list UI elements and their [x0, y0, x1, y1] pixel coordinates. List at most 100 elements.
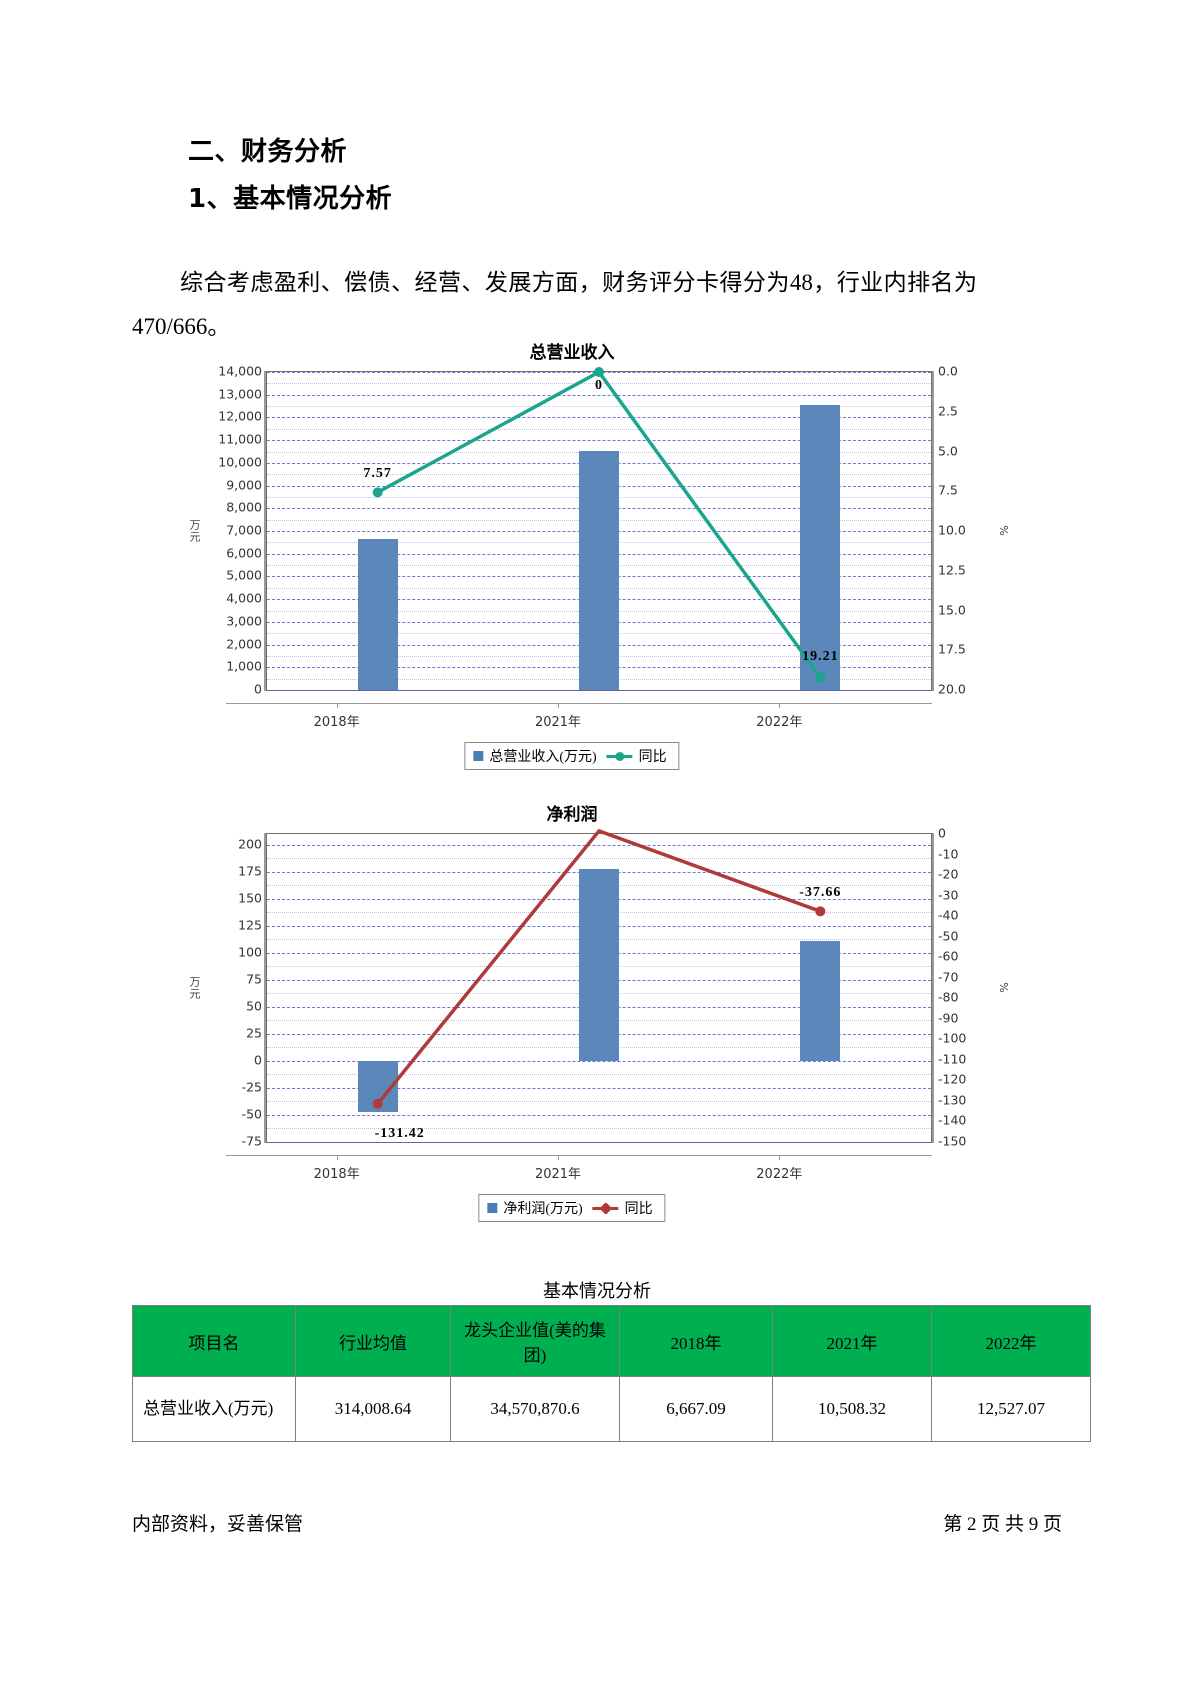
gridline: [267, 1087, 931, 1089]
y-tick-label: -70: [938, 969, 959, 985]
right-spine-profit: [932, 833, 934, 1143]
plot-canvas-profit: -131.42 -37.66: [266, 828, 932, 1143]
y-tick-label: -120: [938, 1071, 967, 1087]
table-column-header: 2018年: [619, 1305, 773, 1377]
y-tick-label: -25: [241, 1079, 262, 1095]
y-tick-label: 14,000: [218, 363, 262, 379]
x-axis-line-revenue: [226, 703, 932, 704]
y-tick-label: -20: [938, 866, 959, 882]
legend-line-marker-icon: [592, 1201, 619, 1215]
chart-net-profit: 净利润 万元 % -75 -50 -25 0 25 50 75 100 125 150 175 200…: [132, 800, 1012, 1222]
right-spine-revenue: [932, 371, 934, 691]
y-tick-label: 175: [238, 863, 262, 879]
x-tick-label: 2021年: [534, 1167, 582, 1182]
legend-line-marker-icon: [606, 751, 633, 761]
data-label: -131.42: [374, 1125, 425, 1141]
chart-title-profit: 净利润: [546, 805, 598, 825]
y-tick-label: 6,000: [226, 545, 262, 561]
bar: [579, 869, 619, 1061]
left-spine-revenue: [264, 371, 266, 691]
y-tick-label: 9,000: [226, 477, 262, 493]
bar: [579, 451, 619, 690]
x-tick-mark: [779, 1155, 781, 1160]
footer-page-number: 第 2 页 共 9 页: [943, 1514, 1062, 1535]
x-tick-mark: [779, 703, 781, 708]
y-tick-label: 2,000: [226, 636, 262, 652]
gridline-minor: [267, 1101, 931, 1103]
table-body: 总营业收入(万元) 314,008.64 34,570,870.6 6,667.09 1…: [132, 1376, 1091, 1442]
y-axis-label-left-profit: 万元: [188, 976, 201, 1000]
legend-revenue: 总营业收入(万元) 同比: [464, 742, 680, 770]
y-ticks-right-profit: 0 -10 -20 -30 -40 -50 -60 -70 -80 -90 -100 -110 -120…: [928, 826, 990, 1149]
line-series: [372, 367, 826, 683]
x-ticks-profit: 2018年 2021年 2022年: [226, 1155, 932, 1189]
y-tick-label: 4,000: [226, 590, 262, 606]
y-tick-label: 0.0: [938, 363, 958, 379]
x-axis-line-profit: [226, 1155, 932, 1156]
y-tick-label: 50: [246, 998, 262, 1014]
y-tick-label: -150: [938, 1133, 967, 1149]
y-tick-label: 5.0: [938, 443, 958, 458]
y-tick-label: 1,000: [226, 658, 262, 674]
y-tick-label: -60: [938, 948, 959, 964]
y-tick-label: -130: [938, 1092, 967, 1108]
y-tick-label: -50: [241, 1106, 262, 1122]
x-tick-label: 2018年: [313, 1167, 360, 1182]
table-column-header: 项目名: [132, 1305, 296, 1377]
plot-area-profit: 万元 % -75 -50 -25 0 25 50 75 100 125 150 175 200 0 -1…: [172, 826, 1012, 1149]
y-tick-label: 0: [254, 681, 262, 697]
y-tick-label: -100: [938, 1030, 967, 1046]
legend-label-line: 同比: [624, 1202, 653, 1217]
y-tick-label: -40: [938, 907, 959, 923]
y-tick-label: 25: [246, 1025, 262, 1041]
y-tick-label: 17.5: [938, 641, 966, 657]
y-tick-label: -110: [938, 1051, 967, 1067]
gridline: [267, 690, 931, 691]
y-tick-label: -75: [241, 1133, 262, 1149]
gridline: [267, 440, 931, 442]
table-row: 总营业收入(万元) 314,008.64 34,570,870.6 6,667.09 1…: [132, 1376, 1091, 1442]
x-tick-label: 2021年: [534, 715, 582, 730]
plot-canvas-revenue: 7.57 0 19.21: [266, 367, 932, 691]
table-cell: 10,508.32: [772, 1376, 932, 1442]
y-tick-label: 15.0: [938, 602, 966, 617]
y-tick-label: 20.0: [938, 681, 966, 697]
y-tick-label: 10.0: [938, 522, 966, 538]
gridline-minor: [267, 858, 931, 860]
y-axis-label-left-revenue: 万元: [188, 519, 201, 543]
table-caption: 基本情况分析: [543, 1281, 651, 1301]
legend-swatch-bar-icon: [473, 751, 484, 761]
y-tick-label: 75: [246, 971, 262, 987]
table-cell: 12,527.07: [931, 1376, 1091, 1442]
analysis-paragraph: 综合考虑盈利、偿债、经营、发展方面，财务评分卡得分为48，行业内排名为470/6…: [132, 270, 977, 339]
gridline: [267, 1142, 931, 1143]
bar: [800, 405, 841, 690]
x-tick-label: 2022年: [756, 715, 803, 730]
y-tick-label: -90: [938, 1010, 959, 1026]
gridline-minor: [267, 383, 931, 385]
x-tick-label: 2022年: [756, 1167, 803, 1182]
table-column-header: 2022年: [931, 1305, 1091, 1377]
y-tick-label: 200: [238, 836, 262, 852]
gridline-minor: [267, 428, 931, 430]
gridline: [267, 1060, 931, 1062]
y-tick-label: 3,000: [226, 613, 262, 629]
y-tick-label: -50: [938, 928, 959, 944]
y-tick-label: 5,000: [226, 567, 262, 583]
y-tick-label: 13,000: [218, 386, 262, 402]
y-tick-label: 150: [238, 890, 262, 906]
gridline: [267, 1114, 931, 1116]
gridline-minor: [267, 1074, 931, 1076]
data-label: -37.66: [799, 885, 842, 901]
data-label: 7.57: [363, 466, 392, 482]
gridline: [267, 394, 931, 396]
x-tick-mark: [558, 703, 559, 708]
table-cell: 34,570,870.6: [450, 1376, 620, 1442]
y-tick-label: -10: [938, 846, 959, 862]
table-cell: 6,667.09: [619, 1376, 773, 1442]
table-header-row: 项目名 行业均值 龙头企业值(美的集团) 2018年 2021年 2022年: [132, 1305, 1091, 1377]
plot-area-revenue: 万元 % 0 1,000 2,000 3,000 4,000 5,000 6,000 7,00…: [172, 364, 1012, 697]
y-tick-label: -140: [938, 1112, 967, 1128]
y-tick-label: 8,000: [226, 499, 262, 515]
